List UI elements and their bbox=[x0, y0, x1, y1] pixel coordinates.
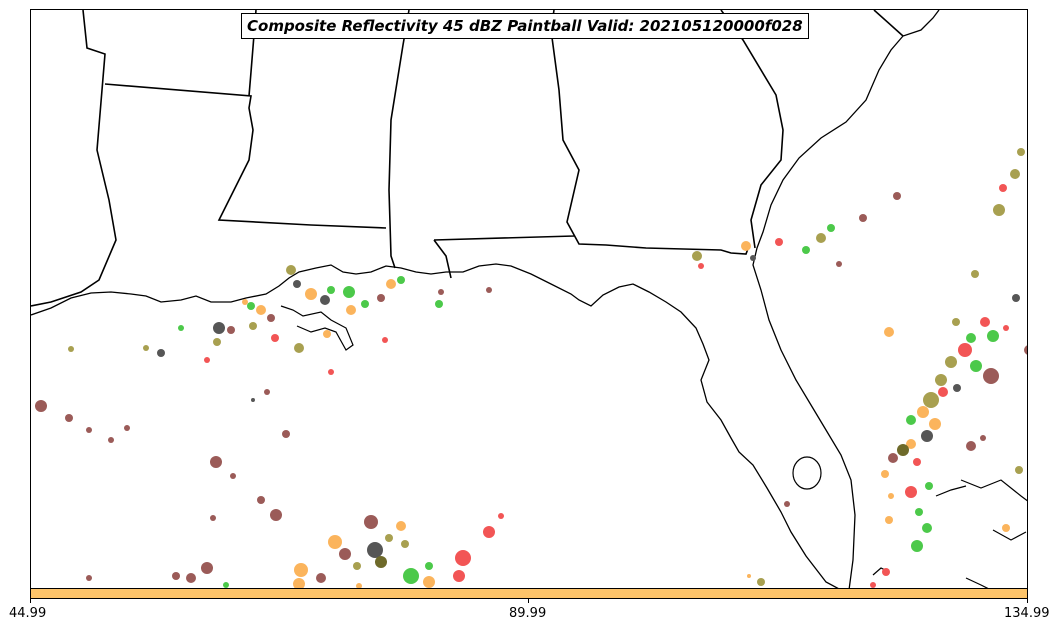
colorbar-tick-label-mid: 89.99 bbox=[509, 606, 547, 621]
map-canvas bbox=[31, 10, 1027, 588]
colorbar-tick-min bbox=[30, 599, 31, 603]
map-title: Composite Reflectivity 45 dBZ Paintball … bbox=[241, 13, 809, 39]
delta-coastline bbox=[280, 305, 354, 351]
colorbar-tick-label-min: 44.99 bbox=[9, 606, 47, 621]
colorbar-tick-max bbox=[1027, 599, 1028, 603]
coastline bbox=[31, 10, 940, 588]
lake-okeechobee bbox=[792, 456, 822, 490]
island-coastline bbox=[872, 479, 1027, 588]
map-panel bbox=[30, 9, 1028, 589]
colorbar-tick-mid bbox=[528, 599, 529, 603]
state-borders bbox=[31, 10, 904, 307]
colorbar-tick-label-max: 134.99 bbox=[1004, 606, 1050, 621]
colorbar bbox=[30, 588, 1028, 599]
paintball-echoes bbox=[35, 148, 1027, 588]
